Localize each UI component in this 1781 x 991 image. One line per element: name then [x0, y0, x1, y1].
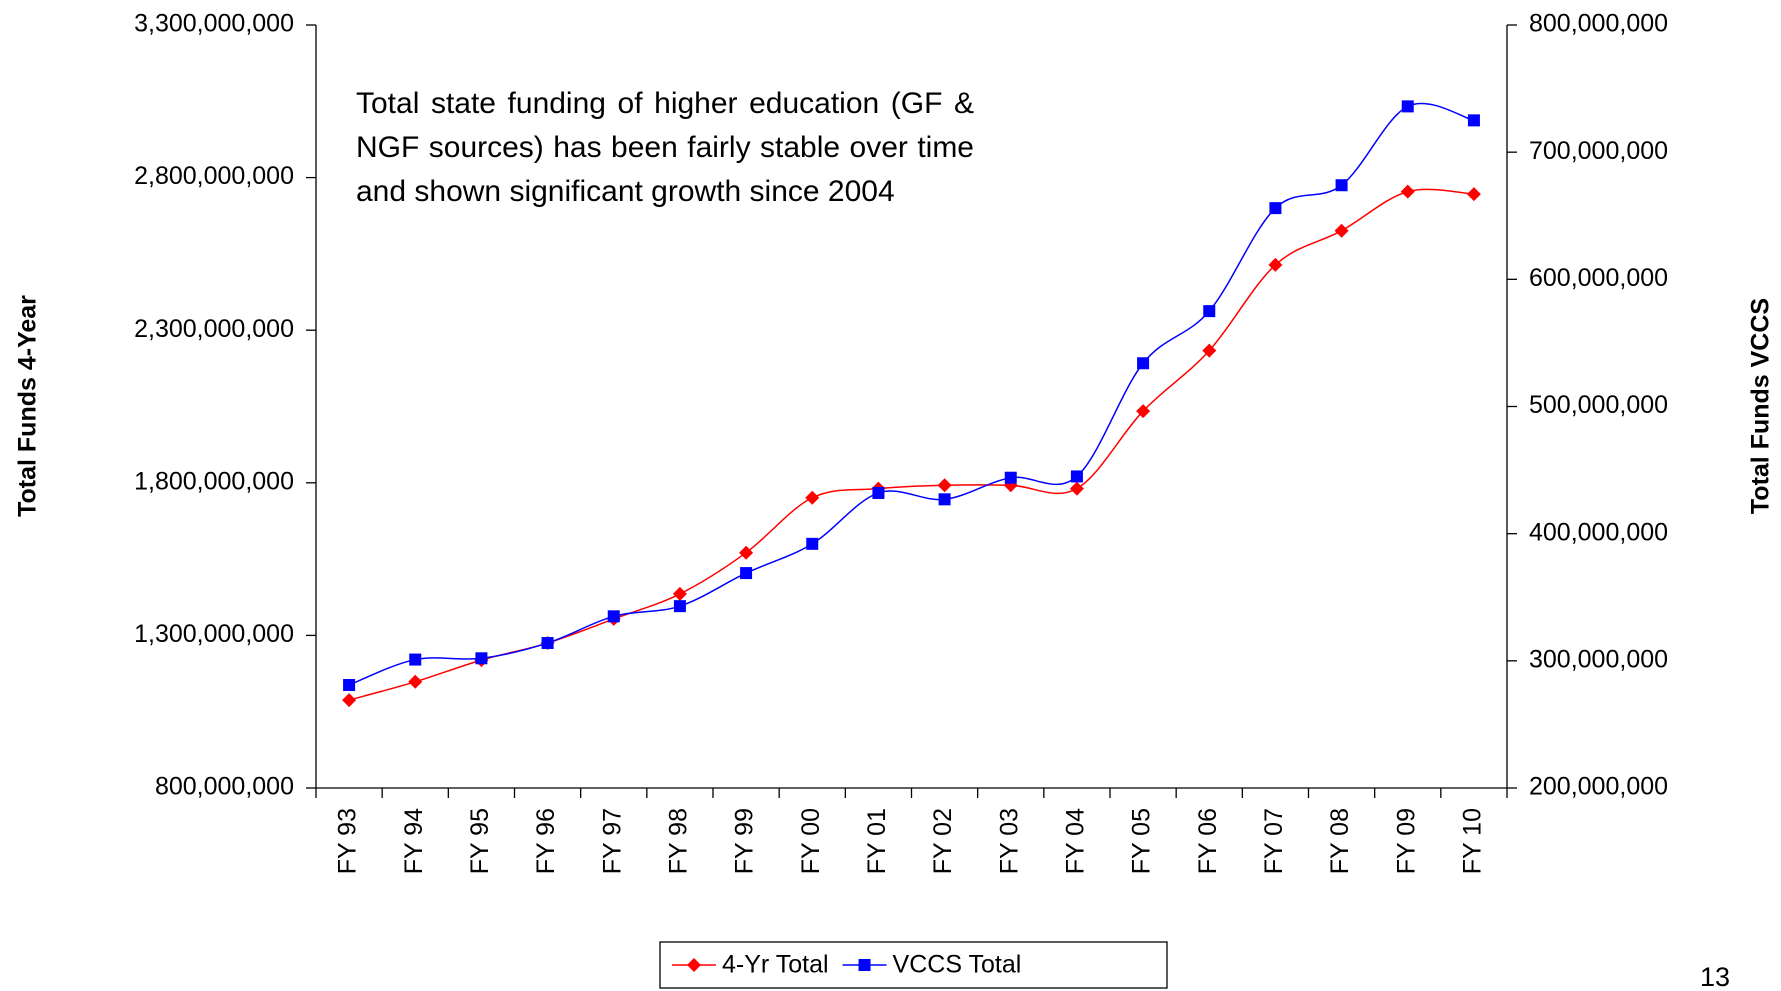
marker	[1400, 184, 1415, 199]
y-tick-label: 1,300,000,000	[134, 620, 294, 648]
marker	[1335, 179, 1348, 192]
marker	[687, 958, 701, 972]
x-tick-label: FY 09	[1392, 808, 1420, 874]
y-axis-title: Total Funds 4-Year	[14, 295, 42, 517]
marker	[409, 653, 422, 666]
marker	[740, 567, 753, 580]
marker	[1202, 343, 1217, 358]
legend-label: 4-Yr Total	[722, 951, 829, 979]
marker	[1268, 257, 1283, 272]
x-tick-label: FY 97	[598, 808, 626, 874]
marker	[805, 490, 820, 505]
x-tick-label: FY 03	[995, 808, 1023, 874]
marker	[1136, 404, 1151, 419]
y2-tick-label: 800,000,000	[1529, 10, 1668, 38]
marker	[872, 486, 885, 499]
x-tick-label: FY 94	[400, 808, 428, 874]
y2-tick-label: 500,000,000	[1529, 391, 1668, 419]
marker	[672, 586, 687, 601]
y2-tick-label: 400,000,000	[1529, 518, 1668, 546]
legend-box	[659, 941, 1168, 989]
x-tick-label: FY 06	[1194, 808, 1222, 874]
x-tick-label: FY 96	[532, 808, 560, 874]
x-tick-label: FY 05	[1128, 808, 1156, 874]
x-tick-label: FY 01	[863, 808, 891, 874]
marker	[739, 545, 754, 560]
x-tick-label: FY 07	[1260, 808, 1288, 874]
marker	[1269, 202, 1282, 215]
x-tick-label: FY 95	[466, 808, 494, 874]
legend-label: VCCS Total	[893, 951, 1022, 979]
marker	[1401, 100, 1414, 113]
y-tick-label: 1,800,000,000	[134, 467, 294, 495]
y-tick-label: 2,800,000,000	[134, 162, 294, 190]
y-tick-label: 2,300,000,000	[134, 315, 294, 343]
page-number: 13	[1700, 962, 1731, 991]
annotation: Total state funding of higher education …	[356, 87, 974, 208]
marker	[806, 537, 819, 550]
y2-tick-label: 200,000,000	[1529, 773, 1668, 801]
x-tick-label: FY 04	[1062, 808, 1090, 874]
marker	[1004, 471, 1017, 484]
series-line	[348, 188, 1474, 701]
marker	[408, 674, 423, 689]
marker	[1069, 481, 1084, 496]
marker	[1070, 470, 1083, 483]
marker	[1137, 357, 1150, 370]
legend: 4-Yr Total VCCS Total	[659, 941, 1168, 989]
marker	[1466, 187, 1481, 202]
marker	[1467, 114, 1480, 127]
marker	[938, 493, 951, 506]
x-tick-label: FY 02	[929, 808, 957, 874]
marker	[673, 600, 686, 613]
marker	[858, 959, 871, 971]
x-tick-label: FY 08	[1326, 808, 1354, 874]
marker	[1203, 305, 1216, 318]
marker	[342, 693, 357, 708]
x-tick-label: FY 10	[1459, 808, 1487, 874]
y-tick-label: 3,300,000,000	[134, 10, 294, 38]
marker	[1334, 223, 1349, 238]
y2-tick-label: 300,000,000	[1529, 645, 1668, 673]
y-tick-label: 800,000,000	[155, 773, 294, 801]
y2-axis-title: Total Funds VCCS	[1747, 298, 1775, 514]
marker	[343, 678, 356, 691]
x-tick-label: FY 00	[797, 808, 825, 874]
x-tick-label: FY 98	[665, 808, 693, 874]
marker	[937, 478, 952, 493]
marker	[607, 610, 620, 623]
y2-tick-label: 700,000,000	[1529, 137, 1668, 165]
x-tick-label: FY 99	[731, 808, 759, 874]
y2-tick-label: 600,000,000	[1529, 264, 1668, 292]
marker	[541, 637, 554, 650]
x-tick-label: FY 93	[334, 808, 362, 874]
marker	[475, 652, 488, 665]
